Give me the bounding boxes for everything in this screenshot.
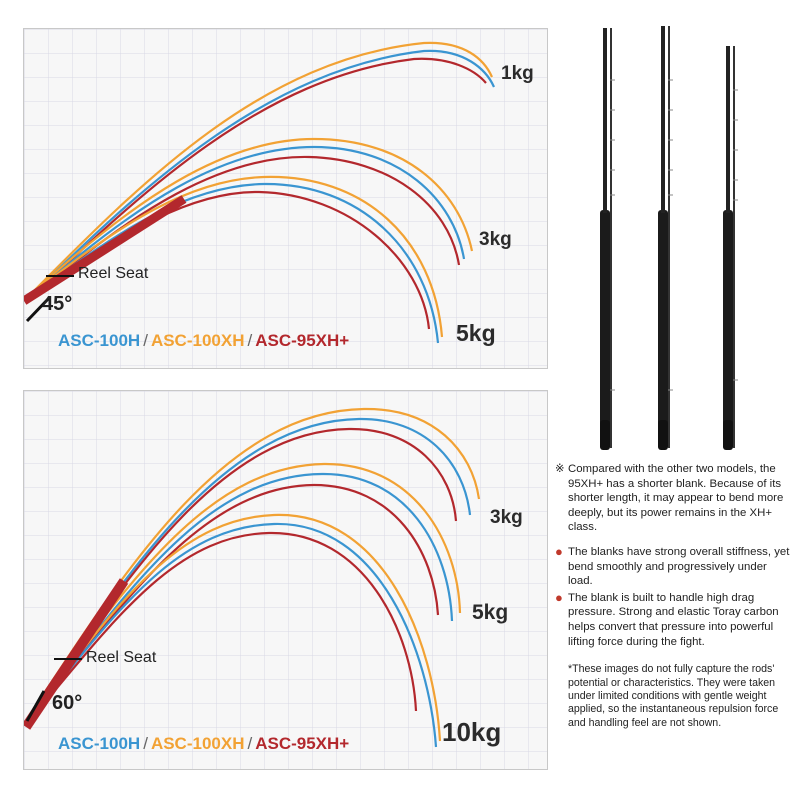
weight-label: 3kg bbox=[479, 229, 512, 250]
angle-line-45 bbox=[25, 295, 52, 323]
rod-100xh bbox=[658, 26, 670, 450]
note-mark: ※ bbox=[555, 463, 565, 475]
curve-95xh-1kg bbox=[25, 57, 487, 304]
bullet-text: The blank is built to handle high drag p… bbox=[568, 591, 779, 648]
disclaimer: *These images do not fully capture the r… bbox=[568, 663, 779, 729]
weight-label: 5kg bbox=[472, 601, 509, 624]
bend-curves-45 bbox=[24, 29, 547, 368]
legend-95xh: ASC-95XH+ bbox=[255, 331, 350, 350]
curve-100xh-5kg bbox=[25, 175, 444, 338]
angle-line-60 bbox=[25, 690, 46, 722]
curve-100xh-3kg bbox=[25, 137, 474, 300]
weight-label: 3kg bbox=[490, 507, 523, 528]
rod-100h bbox=[600, 28, 612, 450]
curve-100h-5kg bbox=[25, 182, 440, 344]
rod-95xh bbox=[723, 46, 735, 450]
legend-separator: / bbox=[247, 734, 253, 753]
bullet-dot-icon: ● bbox=[555, 589, 563, 605]
bullet-dot-icon: ● bbox=[555, 543, 563, 559]
legend-separator: / bbox=[143, 734, 148, 753]
rod-butt-60 bbox=[24, 578, 129, 730]
legend-100xh: ASC-100XH bbox=[150, 734, 245, 753]
curve-100h-3kg bbox=[25, 145, 466, 302]
bullet-item: ● The blanks have strong overall stiffne… bbox=[555, 545, 793, 589]
rod-butt-45 bbox=[24, 195, 187, 305]
weight-label: 5kg bbox=[456, 320, 496, 346]
bullet-item: ● The blank is built to handle high drag… bbox=[555, 589, 793, 649]
legend: ASC-100H / ASC-100XH / ASC-95XH+ bbox=[58, 331, 349, 351]
legend-100xh: ASC-100XH bbox=[150, 331, 245, 350]
bend-diagram-45: 1kg 3kg 5kg Reel Seat 45° ASC-100H / ASC-1… bbox=[23, 28, 548, 369]
rod-guides bbox=[610, 79, 738, 391]
notes: ※ Compared with the other two models, th… bbox=[555, 462, 793, 730]
weight-label: 1kg bbox=[501, 63, 534, 84]
curve-100h-1kg bbox=[25, 49, 496, 302]
curve-100xh-1kg bbox=[25, 41, 494, 300]
bend-curves-60 bbox=[24, 391, 547, 769]
weight-label: 10kg bbox=[442, 717, 502, 747]
legend-95xh: ASC-95XH+ bbox=[255, 734, 350, 753]
curve-100h-10kg bbox=[25, 522, 438, 748]
reel-seat-label: Reel Seat bbox=[78, 265, 149, 282]
bend-diagram-60: 3kg 5kg 10kg Reel Seat 60° ASC-100H / ASC-… bbox=[23, 390, 548, 770]
bullet-text: The blanks have strong overall stiffness… bbox=[568, 545, 790, 588]
angle-label: 45° bbox=[42, 293, 73, 315]
angle-label: 60° bbox=[52, 692, 83, 714]
curve-100xh-10kg bbox=[25, 513, 442, 742]
rods-illustration bbox=[600, 26, 738, 450]
legend-100h: ASC-100H bbox=[58, 734, 141, 753]
compare-text: Compared with the other two models, the … bbox=[568, 463, 784, 534]
legend-separator: / bbox=[143, 331, 148, 350]
compare-note: ※ Compared with the other two models, th… bbox=[555, 462, 793, 535]
legend-100h: ASC-100H bbox=[58, 331, 141, 350]
legend-separator: / bbox=[247, 331, 253, 350]
reel-seat-label: Reel Seat bbox=[86, 649, 157, 666]
legend: ASC-100H / ASC-100XH / ASC-95XH+ bbox=[58, 734, 349, 754]
curve-95xh-10kg bbox=[25, 531, 418, 726]
